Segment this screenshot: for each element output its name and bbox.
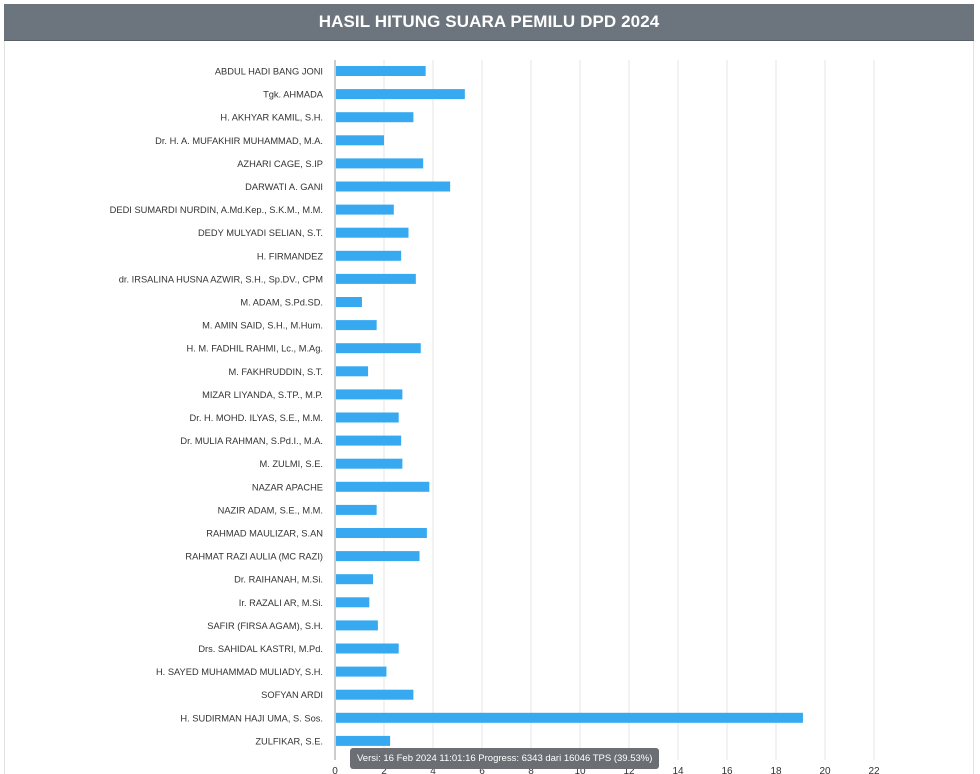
x-tick-label: 16 xyxy=(721,766,733,774)
bar[interactable] xyxy=(336,551,420,562)
x-tick-label: 18 xyxy=(770,766,782,774)
tooltip-text: Versi: 16 Feb 2024 11:01:16 Progress: 63… xyxy=(357,753,653,764)
category-label: H. AKHYAR KAMIL, S.H. xyxy=(220,113,323,123)
bar[interactable] xyxy=(336,643,399,654)
bar[interactable] xyxy=(336,343,421,354)
bar[interactable] xyxy=(336,435,402,446)
bar[interactable] xyxy=(336,297,362,307)
x-tick-label: 4 xyxy=(430,766,436,774)
category-label: Dr. RAIHANAH, M.Si. xyxy=(234,575,323,585)
category-label: M. ZULMI, S.E. xyxy=(259,459,323,469)
bar[interactable] xyxy=(336,528,427,538)
bar[interactable] xyxy=(336,412,399,423)
category-label: DARWATI A. GANI xyxy=(245,182,323,192)
chart-title: HASIL HITUNG SUARA PEMILU DPD 2024 xyxy=(318,12,660,31)
category-label: H. FIRMANDEZ xyxy=(257,251,323,261)
bar[interactable] xyxy=(336,181,451,192)
bar[interactable] xyxy=(336,320,377,331)
bar[interactable] xyxy=(336,597,370,608)
category-label: ZULFIKAR, S.E. xyxy=(255,736,323,746)
category-label: H. SAYED MUHAMMAD MULIADY, S.H. xyxy=(156,667,323,677)
chart-panel xyxy=(4,4,974,774)
bar[interactable] xyxy=(336,574,373,585)
bar[interactable] xyxy=(336,735,391,746)
x-tick-label: 10 xyxy=(574,766,586,774)
x-tick-label: 8 xyxy=(528,766,534,774)
bar[interactable] xyxy=(336,135,384,146)
bar[interactable] xyxy=(336,689,414,700)
category-label: Tgk. AHMADA xyxy=(263,90,324,100)
bar[interactable] xyxy=(336,366,369,377)
x-tick-label: 2 xyxy=(381,766,387,774)
x-tick-label: 20 xyxy=(819,766,831,774)
chart-header: HASIL HITUNG SUARA PEMILU DPD 2024 xyxy=(4,4,974,41)
category-label: Dr. H. MOHD. ILYAS, S.E., M.M. xyxy=(190,413,323,423)
bar[interactable] xyxy=(336,620,378,631)
category-label: RAHMAT RAZI AULIA (MC RAZI) xyxy=(185,552,323,562)
bar[interactable] xyxy=(336,273,416,284)
bar[interactable] xyxy=(336,89,465,100)
category-label: M. ADAM, S.Pd.SD. xyxy=(240,298,323,308)
category-label: Drs. SAHIDAL KASTRI, M.Pd. xyxy=(198,644,323,654)
bar[interactable] xyxy=(336,712,803,723)
x-tick-label: 0 xyxy=(332,766,338,774)
category-label: NAZAR APACHE xyxy=(252,482,323,492)
bar[interactable] xyxy=(336,666,387,677)
category-label: SOFYAN ARDI xyxy=(261,690,323,700)
category-label: ABDUL HADI BANG JONI xyxy=(215,67,323,77)
bar[interactable] xyxy=(336,250,402,261)
category-label: SAFIR (FIRSA AGAM), S.H. xyxy=(207,621,323,631)
category-label: AZHARI CAGE, S.IP xyxy=(237,159,323,169)
category-label: M. AMIN SAID, S.H., M.Hum. xyxy=(202,321,323,331)
category-label: dr. IRSALINA HUSNA AZWIR, S.H., Sp.DV., … xyxy=(119,274,323,284)
category-label: H. SUDIRMAN HAJI UMA, S. Sos. xyxy=(180,713,323,723)
x-tick-label: 12 xyxy=(623,766,635,774)
x-tick-label: 6 xyxy=(479,766,485,774)
bar[interactable] xyxy=(336,112,414,123)
category-label: Dr. H. A. MUFAKHIR MUHAMMAD, M.A. xyxy=(155,136,323,146)
bar[interactable] xyxy=(336,66,426,76)
bar[interactable] xyxy=(336,481,430,492)
bar[interactable] xyxy=(336,158,424,169)
bar[interactable] xyxy=(336,458,403,469)
category-label: NAZIR ADAM, S.E., M.M. xyxy=(218,505,323,515)
category-label: DEDI SUMARDI NURDIN, A.Md.Kep., S.K.M., … xyxy=(110,205,323,215)
category-label: Ir. RAZALI AR, M.Si. xyxy=(239,598,323,608)
category-label: H. M. FADHIL RAHMI, Lc., M.Ag. xyxy=(186,344,323,354)
category-label: M. FAKHRUDDIN, S.T. xyxy=(228,367,323,377)
x-tick-label: 14 xyxy=(672,766,684,774)
bar[interactable] xyxy=(336,389,403,400)
bar[interactable] xyxy=(336,227,409,238)
category-label: Dr. MULIA RAHMAN, S.Pd.I., M.A. xyxy=(180,436,323,446)
bar[interactable] xyxy=(336,204,394,215)
x-tick-label: 22 xyxy=(868,766,880,774)
version-tooltip: Versi: 16 Feb 2024 11:01:16 Progress: 63… xyxy=(350,748,660,769)
category-label: RAHMAD MAULIZAR, S.AN xyxy=(206,529,323,539)
category-label: DEDY MULYADI SELIAN, S.T. xyxy=(198,228,323,238)
bar[interactable] xyxy=(336,504,377,515)
category-label: MIZAR LIYANDA, S.TP., M.P. xyxy=(202,390,323,400)
